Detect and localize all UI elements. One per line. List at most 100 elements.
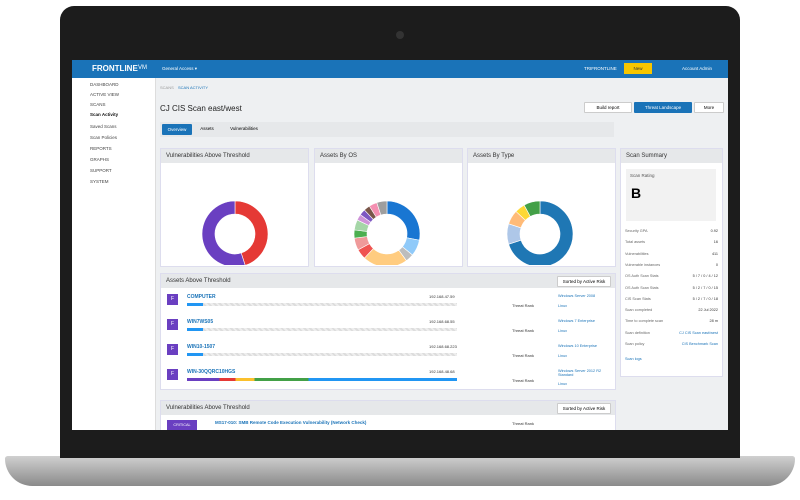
breadcrumb: SCANS bbox=[160, 85, 174, 90]
summary-title: Scan Summary bbox=[621, 149, 722, 163]
threat-rank-label: Threat Rank bbox=[512, 303, 535, 308]
summary-label: Scan definition bbox=[625, 330, 650, 335]
asset-ip: 192.168.48.68 bbox=[429, 369, 455, 374]
summary-value: 5 / 2 / 7 / 0 / 18 bbox=[692, 296, 718, 301]
sidebar-item[interactable]: Saved Scans bbox=[90, 124, 117, 129]
donut-chart bbox=[506, 200, 574, 265]
summary-label: OS Auth Scan Stats bbox=[625, 274, 659, 279]
sidebar-item[interactable]: SUPPORT bbox=[90, 168, 112, 173]
summary-label: Vulnerabilities bbox=[625, 251, 649, 256]
threat-rank-label: Threat Rank bbox=[512, 353, 535, 358]
donut-slice[interactable] bbox=[386, 200, 421, 241]
summary-value: CJ CIS Scan east/west bbox=[679, 330, 718, 335]
sidebar-item[interactable]: GRAPHS bbox=[90, 157, 110, 162]
summary-label: Security GPA bbox=[625, 229, 648, 233]
page-title: CJ CIS Scan east/west bbox=[160, 104, 242, 113]
summary-value: 411 bbox=[711, 251, 718, 256]
rating-label: Scan Rating bbox=[630, 173, 655, 178]
severity-badge: CRITICAL bbox=[167, 420, 197, 430]
summary-value: 22 Jul 2022 bbox=[698, 308, 718, 313]
sidebar-item[interactable]: DASHBOARD bbox=[90, 82, 119, 87]
risk-bar bbox=[187, 328, 457, 331]
asset-os[interactable]: Windows 10 Enterprise bbox=[558, 344, 598, 348]
org: TRIFRONTLINE bbox=[584, 66, 617, 71]
sidebar-item[interactable]: REPORTS bbox=[90, 146, 112, 151]
vulns-card: Vulnerabilities Above Threshold Sorted by… bbox=[160, 400, 616, 430]
asset-ip: 192.168.47.59 bbox=[429, 294, 455, 299]
grade-badge: F bbox=[167, 344, 178, 355]
asset-name[interactable]: WIN-30QQRC10HGS bbox=[187, 369, 236, 375]
risk-bar bbox=[187, 378, 457, 381]
asset-name[interactable]: COMPUTER bbox=[187, 294, 216, 300]
scan-logs[interactable]: Scan logs bbox=[625, 357, 642, 361]
grade-badge: F bbox=[167, 369, 178, 380]
breadcrumb: SCAN ACTIVITY bbox=[178, 85, 209, 90]
asset-os[interactable]: Windows Server 2008 bbox=[558, 294, 596, 298]
new-button[interactable]: New bbox=[624, 63, 652, 74]
asset-type[interactable]: Linux bbox=[558, 354, 568, 358]
access-menu[interactable]: General Access ▾ bbox=[162, 66, 198, 71]
sidebar-item[interactable]: SCANS bbox=[90, 102, 106, 107]
chart-card: Assets By Type bbox=[467, 148, 616, 267]
summary-label: CIS Scan Stats bbox=[625, 296, 651, 301]
sidebar-item[interactable]: Scan Policies bbox=[90, 135, 118, 140]
threat-rank-label: Threat Rank bbox=[512, 378, 535, 383]
tab[interactable]: Overview bbox=[162, 124, 192, 135]
asset-name[interactable]: WIN7WS05 bbox=[187, 319, 214, 325]
sidebar-item[interactable]: ACTIVE VIEW bbox=[90, 92, 120, 97]
brand: FRONTLINE bbox=[92, 64, 138, 73]
summary-value: CIS Benchmark Scan bbox=[681, 342, 718, 346]
sort-button[interactable]: Sorted by Active Risk bbox=[557, 403, 611, 414]
summary-label: Total assets bbox=[625, 240, 646, 245]
summary-label: Time to complete scan bbox=[625, 319, 664, 324]
summary-card: Scan Summary Scan Rating B Security GPA 0.92… bbox=[620, 148, 723, 377]
risk-bar bbox=[187, 303, 457, 306]
tab[interactable]: Vulnerabilities bbox=[230, 126, 258, 131]
summary-value: 16 bbox=[713, 240, 718, 245]
donut-slice[interactable] bbox=[201, 200, 246, 265]
asset-type[interactable]: Linux bbox=[558, 329, 568, 333]
product: VM bbox=[138, 65, 147, 71]
asset-name[interactable]: WIN10-1507 bbox=[187, 344, 216, 350]
asset-type[interactable]: Linux bbox=[558, 304, 568, 308]
vuln-name[interactable]: MS17-010: SMB Remote Code Execution Vuln… bbox=[215, 420, 367, 425]
sidebar-item[interactable]: Scan Activity bbox=[90, 112, 119, 117]
grade-badge: F bbox=[167, 319, 178, 330]
asset-type[interactable]: Linux bbox=[558, 382, 568, 386]
chart-title: Vulnerabilities Above Threshold bbox=[161, 149, 308, 163]
sidebar: DASHBOARD ACTIVE VIEW SCANS Scan Activity Sa… bbox=[72, 78, 156, 430]
sort-button[interactable]: Sorted by Active Risk bbox=[557, 276, 611, 287]
chart-card: Vulnerabilities Above Threshold bbox=[160, 148, 309, 267]
threat-rank-label: Threat Rank bbox=[512, 328, 535, 333]
asset-ip: 192.168.68.55 bbox=[429, 319, 455, 324]
tab-bar bbox=[160, 122, 614, 137]
action-button[interactable]: Build report bbox=[584, 102, 632, 113]
donut-slice[interactable] bbox=[376, 200, 388, 216]
tab[interactable]: Assets bbox=[200, 126, 214, 131]
chart-title: Assets By OS bbox=[315, 149, 462, 163]
threat-rank-label: Threat Rank bbox=[512, 421, 535, 426]
action-button[interactable]: More bbox=[694, 102, 724, 113]
sidebar-item[interactable]: SYSTEM bbox=[90, 179, 109, 184]
risk-bar bbox=[187, 353, 457, 356]
camera bbox=[396, 31, 404, 39]
laptop-base bbox=[5, 456, 795, 486]
donut-slice[interactable] bbox=[508, 200, 574, 265]
summary-value: 0.92 bbox=[710, 229, 718, 233]
screen: FRONTLINE VM General Access ▾ TRIFRONTLI… bbox=[72, 60, 728, 430]
account[interactable]: Account Admin bbox=[682, 66, 713, 71]
chart-title: Assets By Type bbox=[468, 149, 615, 163]
asset-os[interactable]: Windows 7 Enterprise bbox=[558, 319, 595, 323]
action-button[interactable]: Threat Landscape bbox=[634, 102, 692, 113]
rating-box: Scan Rating B bbox=[626, 169, 716, 221]
assets-title: Assets Above Threshold bbox=[161, 274, 615, 288]
asset-ip: 192.168.68.223 bbox=[429, 344, 457, 349]
vulns-title: Vulnerabilities Above Threshold bbox=[161, 401, 615, 415]
asset-os[interactable]: Windows Server 2012 R2 Standard bbox=[558, 369, 602, 377]
summary-value: 0 bbox=[715, 262, 718, 267]
summary-value: 28 m bbox=[709, 319, 718, 324]
donut-slice[interactable] bbox=[234, 200, 269, 265]
assets-card: Assets Above Threshold Sorted by Active R… bbox=[160, 273, 616, 390]
summary-value: 5 / 7 / 0 / 4 / 12 bbox=[692, 274, 718, 279]
donut-slice[interactable] bbox=[523, 200, 541, 217]
